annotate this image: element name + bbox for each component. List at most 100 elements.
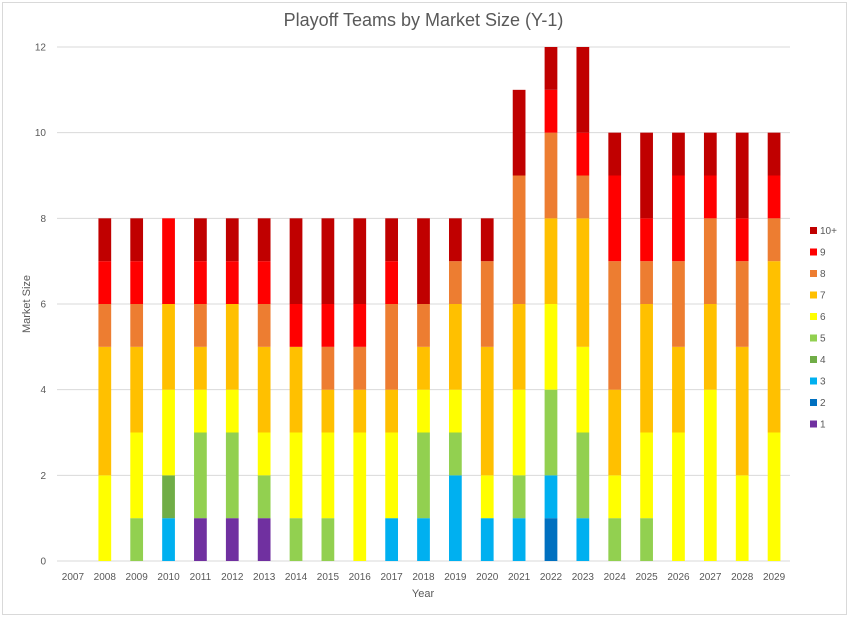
x-tick-label: 2007: [62, 572, 85, 583]
bar-segment: [257, 304, 271, 347]
legend-swatch: [810, 356, 817, 363]
bar-segment: [576, 518, 590, 561]
bar-segment: [672, 346, 685, 433]
bar-segment: [321, 389, 335, 433]
x-tick-labels: 2007 2008 2009 2010 2011 2012 2013 2014 2015 2016…: [62, 572, 786, 583]
bar-segment: [735, 346, 749, 476]
bar-segment: [162, 389, 175, 476]
x-tick-label: 2012: [221, 572, 244, 583]
bar-segment: [512, 89, 526, 176]
bar-segment: [225, 518, 239, 561]
bar-segment: [417, 432, 430, 519]
y-tick-label: 2: [40, 471, 46, 482]
legend-swatch: [810, 313, 817, 320]
x-tick-label: 2022: [540, 572, 563, 583]
bar-segment: [321, 346, 335, 390]
bar-segment: [672, 432, 685, 561]
bar-segment: [289, 432, 303, 519]
bar-segment: [448, 475, 462, 561]
bar-segment: [130, 518, 144, 561]
bar-segment: [544, 218, 558, 304]
bar-segment: [162, 475, 175, 519]
bar-segment: [225, 432, 239, 519]
bar-segment: [640, 304, 653, 433]
bar-segment: [130, 304, 144, 347]
y-tick-label: 12: [35, 43, 47, 54]
bar-segment: [672, 175, 685, 262]
x-tick-label: 2015: [317, 572, 340, 583]
bar-segment: [257, 261, 271, 304]
bar-segment: [544, 304, 558, 390]
bar-segment: [194, 432, 207, 519]
bar-segment: [162, 518, 175, 561]
bar-segment: [703, 218, 717, 304]
bar-segment: [385, 389, 399, 433]
bar-segment: [576, 175, 590, 219]
bar-segment: [767, 261, 781, 433]
bar-segment: [544, 89, 558, 133]
bar-segment: [512, 518, 526, 561]
bar-segment: [703, 175, 717, 219]
legend-swatch: [810, 399, 817, 406]
bar-segment: [703, 132, 717, 176]
bar-segment: [448, 218, 462, 262]
bar-segment: [257, 432, 271, 476]
x-tick-label: 2018: [412, 572, 435, 583]
legend-swatch: [810, 270, 817, 277]
x-tick-label: 2009: [126, 572, 149, 583]
bar-segment: [417, 518, 430, 561]
legend-label: 10+: [820, 226, 837, 237]
bar-segment: [576, 346, 590, 433]
bar-segment: [608, 389, 622, 476]
bar-segment: [130, 432, 144, 519]
bar-segment: [98, 261, 112, 304]
x-tick-label: 2020: [476, 572, 499, 583]
legend-label: 5: [820, 334, 826, 345]
legend-label: 4: [820, 355, 826, 366]
bar-segment: [640, 261, 653, 304]
bar-segment: [417, 389, 430, 433]
bar-segment: [544, 389, 558, 476]
bar-segment: [289, 218, 303, 304]
bar-segment: [544, 47, 558, 90]
x-tick-label: 2008: [94, 572, 117, 583]
chart-title: Playoff Teams by Market Size (Y-1): [283, 10, 564, 30]
bar-segment: [130, 346, 144, 433]
bar-segment: [162, 218, 175, 304]
y-tick-label: 4: [40, 385, 46, 396]
x-tick-label: 2010: [157, 572, 180, 583]
bar-segment: [289, 346, 303, 433]
legend-swatch: [810, 291, 817, 299]
x-tick-label: 2024: [604, 572, 627, 583]
bar-segment: [98, 304, 112, 347]
bar-segment: [640, 432, 653, 519]
bar-segment: [608, 175, 622, 262]
legend-label: 6: [820, 312, 826, 323]
bar-segment: [194, 304, 207, 347]
bar-segment: [544, 518, 558, 561]
x-tick-label: 2021: [508, 572, 531, 583]
bar-segment: [767, 218, 781, 262]
bar-segment: [98, 475, 112, 561]
x-tick-label: 2023: [572, 572, 595, 583]
bar-segment: [225, 261, 239, 304]
x-tick-label: 2027: [699, 572, 722, 583]
bar-segment: [703, 389, 717, 561]
bar-segment: [353, 432, 367, 561]
legend-label: 2: [820, 398, 826, 409]
bar-segment: [703, 304, 717, 390]
legend-swatch: [810, 420, 817, 428]
bar-segment: [353, 304, 367, 347]
bar-segment: [448, 261, 462, 304]
bar-segment: [194, 389, 207, 433]
bar-segment: [417, 346, 430, 390]
bar-segment: [480, 261, 494, 347]
legend-swatch: [810, 227, 817, 234]
bar-segment: [640, 218, 653, 262]
bar-segment: [225, 389, 239, 433]
bar-segment: [735, 218, 749, 262]
bar-segment: [353, 346, 367, 390]
bar-segment: [576, 47, 590, 133]
bar-segment: [289, 304, 303, 347]
bar-segment: [162, 304, 175, 390]
